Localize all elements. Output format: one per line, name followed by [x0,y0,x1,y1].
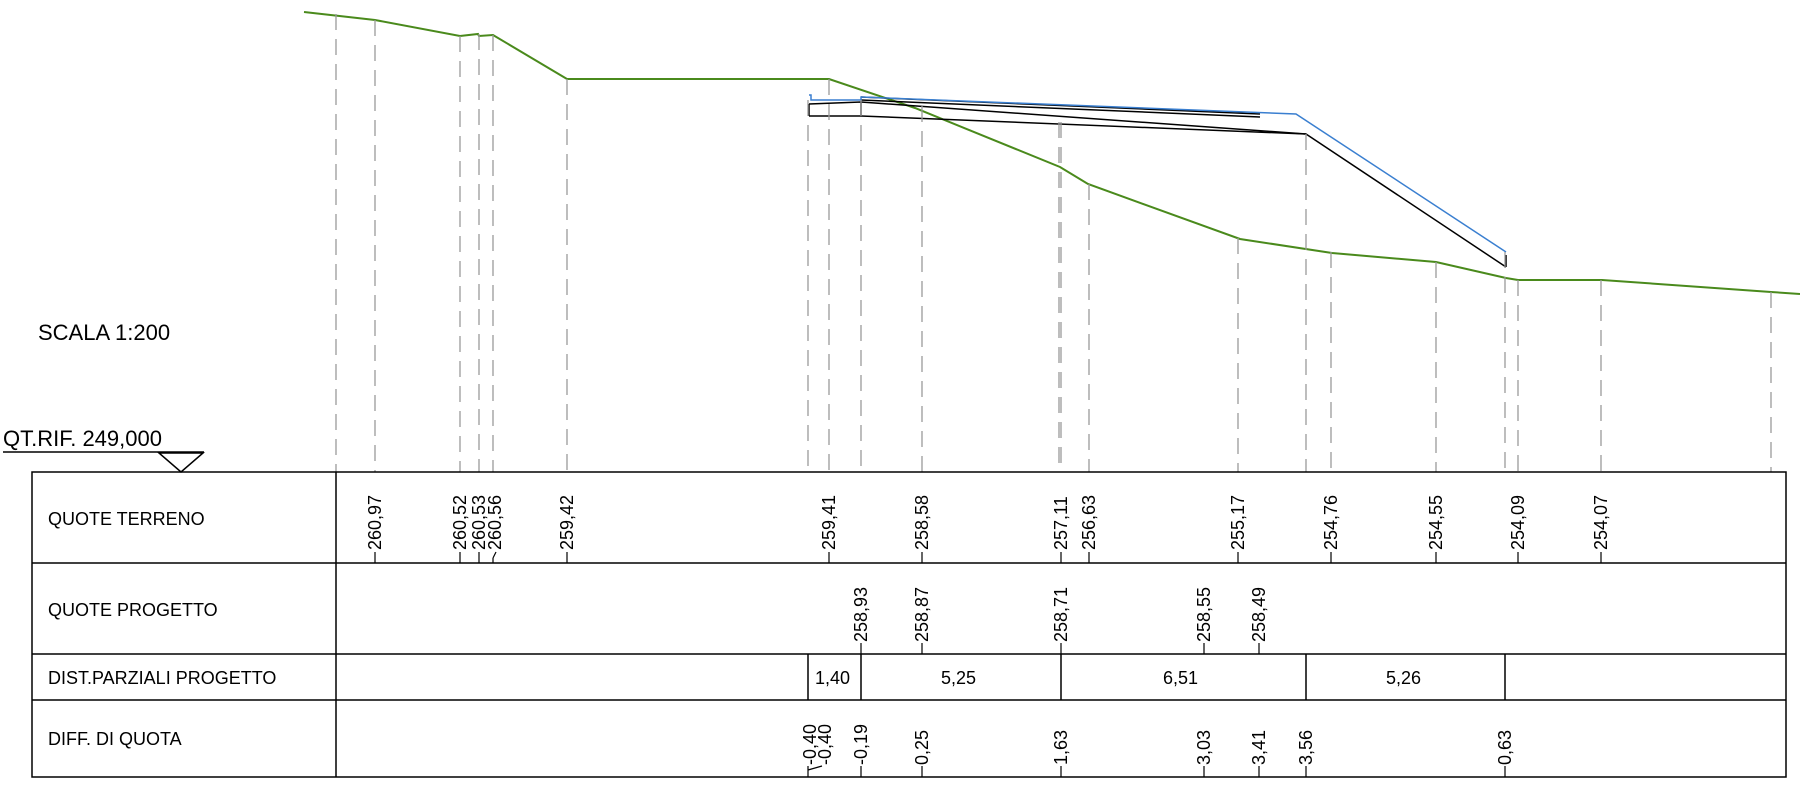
row-label-distances: DIST.PARZIALI PROGETTO [48,668,276,688]
reference-level: QT.RIF. 249,000 [3,426,206,473]
distance-value: 5,26 [1386,668,1421,688]
terrain-value: 260,56 [485,495,505,550]
project-structure [808,96,1507,268]
distance-value: 1,40 [815,668,850,688]
profile-table [31,471,1787,778]
difference-value: 0,63 [1495,730,1515,765]
terrain-value: 254,76 [1321,495,1341,550]
terrain-value: 259,41 [819,495,839,550]
project-values: 258,93 258,87 258,71 258,55 258,49 [851,587,1269,642]
project-value: 258,87 [912,587,932,642]
terrain-ticks [374,551,1602,563]
difference-values: -0,40 -0,40 -0,19 0,25 1,63 3,03 3,41 3,… [800,724,1515,765]
difference-value: 3,03 [1194,730,1214,765]
project-value: 258,93 [851,587,871,642]
terrain-value: 254,55 [1426,495,1446,550]
station-lines [335,14,1772,472]
terrain-value: 260,52 [450,495,470,550]
project-value: 258,49 [1249,587,1269,642]
difference-value: -0,19 [851,724,871,765]
distance-value: 5,25 [941,668,976,688]
difference-value: -0,40 [800,724,820,765]
terrain-value: 254,09 [1508,495,1528,550]
row-label-difference: DIFF. DI QUOTA [48,729,182,749]
scale-label: SCALA 1:200 [38,320,170,345]
terrain-value: 259,42 [557,495,577,550]
terrain-value: 260,97 [365,495,385,550]
terrain-value: 260,53 [469,495,489,550]
distance-value: 6,51 [1163,668,1198,688]
distance-values: 1,40 5,25 6,51 5,26 [815,668,1421,688]
difference-value: -0,40 [815,724,835,765]
difference-ticks [807,765,1506,777]
row-label-project: QUOTE PROGETTO [48,600,218,620]
project-ticks [860,643,1260,654]
project-value: 258,71 [1051,587,1071,642]
terrain-value: 258,58 [912,495,932,550]
difference-value: 3,56 [1296,730,1316,765]
terrain-values: 260,97 260,52 260,53 260,56 259,42 259,4… [365,495,1611,550]
project-value: 258,55 [1194,587,1214,642]
difference-value: 0,25 [912,730,932,765]
terrain-value: 257,11 [1051,496,1071,550]
reference-level-label: QT.RIF. 249,000 [3,426,162,451]
difference-value: 3,41 [1249,730,1269,765]
difference-value: 1,63 [1051,730,1071,765]
terrain-value: 256,63 [1079,495,1099,550]
row-label-terrain: QUOTE TERRENO [48,509,205,529]
terrain-value: 255,17 [1228,495,1248,550]
terrain-profile-line [303,11,1800,295]
terrain-value: 254,07 [1591,495,1611,550]
